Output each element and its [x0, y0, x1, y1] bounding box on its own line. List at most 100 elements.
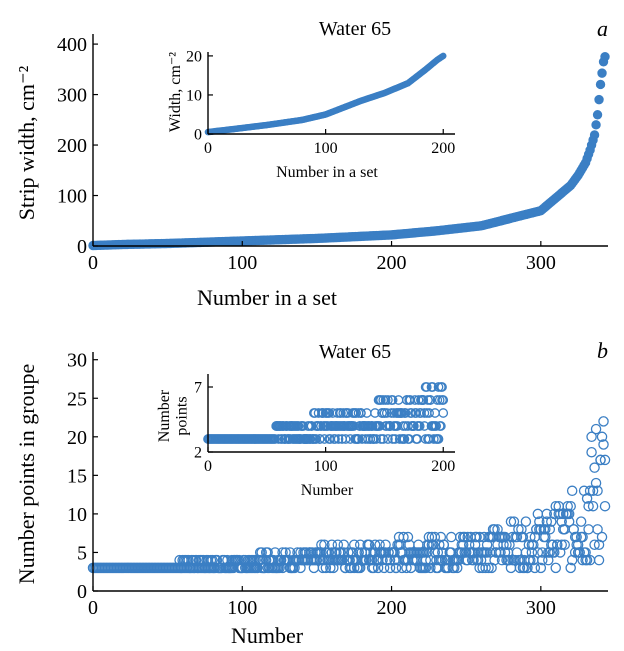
- panel-b-inset-point: [314, 434, 325, 444]
- panel-b-point: [532, 547, 544, 558]
- panel-b-point: [595, 454, 606, 466]
- panel-a-y-tick-label: 0: [77, 236, 87, 258]
- panel-b-point: [589, 539, 600, 550]
- panel-b-point: [446, 531, 457, 543]
- panel-b-inset-point: [356, 408, 366, 418]
- panel-b-inset-axes: 0 100 200 2 7: [194, 374, 455, 475]
- panel-a-x-tick-label: 100: [227, 252, 257, 274]
- panel-b-y-tick-label: 5: [77, 542, 87, 564]
- panel-b-point: [250, 554, 261, 566]
- panel-a-point: [589, 130, 600, 140]
- panel-b-x-tick-label: 100: [227, 597, 257, 619]
- panel-b-point: [483, 562, 494, 574]
- panel-a-inset-axes: 0 100 200 0 10 20: [186, 49, 455, 157]
- panel-b-point: [526, 547, 538, 558]
- panel-b-title: Water 65: [319, 341, 391, 363]
- panel-b-inset-point: [385, 421, 396, 431]
- panel-b-inset-point: [383, 395, 393, 405]
- panel-b-point: [563, 516, 575, 527]
- panel-b-inset-point: [437, 382, 447, 392]
- panel-b-point: [402, 531, 414, 543]
- panel-b-point: [535, 562, 547, 574]
- panel-b-inset-point: [306, 421, 317, 431]
- panel-b-inset-point: [330, 434, 340, 444]
- panel-b-point: [428, 539, 439, 550]
- panel-b-point: [540, 524, 551, 535]
- panel-b-point: [516, 524, 527, 535]
- panel-a-point: [594, 94, 604, 105]
- panel-b-point: [554, 547, 566, 558]
- panel-b-inset-x-axis-label: Number: [301, 482, 354, 499]
- panel-b-inset-point: [400, 408, 411, 418]
- panel-b-point: [429, 531, 441, 543]
- panel-b-point: [590, 423, 602, 435]
- panel-b-point: [517, 531, 529, 543]
- panel-b-y-tick-label: 0: [77, 581, 87, 603]
- panel-a-y-axis-label: Strip width, cm⁻²: [14, 65, 39, 220]
- panel-a-inset-x-axis-label: Number in a set: [276, 164, 378, 181]
- panel-b-x-tick-label: 0: [88, 597, 98, 619]
- panel-b-point: [505, 516, 517, 527]
- panel-b-point: [499, 531, 511, 543]
- panel-b-inset-y-axis-label: Numberpoints: [156, 389, 191, 442]
- panel-a-inset-x-tick-label: 200: [431, 140, 455, 157]
- panel-b-point: [398, 531, 409, 543]
- panel-b-inset-x-tick-label: 100: [314, 458, 338, 475]
- panel-b-inset: 0 100 200 2 7 Number Numberpoints: [156, 374, 455, 499]
- panel-b-point: [541, 508, 553, 520]
- panel-b-y-axis-label: Number points in groupe: [14, 364, 39, 585]
- panel-a-point: [600, 52, 610, 62]
- panel-b-y-tick-label: 15: [67, 465, 87, 487]
- panel-b-inset-point: [340, 434, 351, 444]
- panel-b-point: [343, 547, 354, 558]
- panel-b-point: [537, 554, 548, 566]
- panel-b-inset-point: [371, 434, 382, 444]
- panel-b-inset-point: [438, 408, 449, 418]
- panel-b-inset-point: [438, 395, 449, 405]
- panel-b-point: [401, 562, 412, 574]
- panel-b-point: [540, 531, 551, 543]
- panel-b-point: [489, 524, 500, 535]
- panel-b-x-axis-label: Number: [231, 623, 304, 648]
- panel-a-inset: 0 100 200 0 10 20 Number in a set Width, cm⁻²: [167, 49, 455, 181]
- panel-b-inset-point: [430, 408, 440, 418]
- panel-b-point: [589, 462, 600, 473]
- panel-b-point: [599, 500, 611, 512]
- panel-b-point: [429, 547, 441, 558]
- panel-a-inset-x-tick-label: 0: [204, 140, 212, 157]
- panel-b-point: [583, 524, 594, 535]
- panel-b-point: [363, 539, 375, 550]
- panel-b-inset-point: [403, 421, 413, 431]
- panel-a-inset-y-tick-label: 10: [186, 88, 202, 105]
- panel-b-point: [384, 562, 396, 574]
- panel-b-y-tick-label: 25: [67, 388, 87, 410]
- panel-b-inset-point: [370, 408, 380, 418]
- panel-a-inset-data-points: [204, 52, 447, 136]
- panel-b-point: [577, 531, 588, 543]
- panel-b-y-tick-label: 30: [67, 350, 87, 372]
- panel-b-point: [383, 547, 394, 558]
- panel-b-point: [586, 431, 597, 443]
- panel-b-point: [537, 547, 548, 558]
- panel-b-point: [580, 547, 591, 558]
- panel-b-point: [596, 531, 608, 543]
- panel-b-point: [489, 554, 500, 566]
- panel-b-point: [372, 562, 384, 574]
- panel-b-point: [511, 531, 523, 543]
- panel-b-point: [480, 562, 491, 574]
- panel-b-inset-x-tick-label: 0: [204, 458, 212, 475]
- panel-b-inset-point: [353, 434, 364, 444]
- panel-a-inset-point: [439, 52, 447, 60]
- panel-b-point: [581, 554, 593, 566]
- panel-b-inset-data-points: [203, 382, 449, 444]
- panel-a-point: [592, 110, 603, 120]
- panel-b-point: [565, 562, 576, 574]
- panel-b-point: [317, 562, 329, 574]
- panel-b-point: [425, 562, 436, 574]
- panel-b-inset-point: [333, 434, 344, 444]
- panel-b-point: [557, 508, 569, 520]
- panel-b-x-tick-label: 200: [377, 597, 407, 619]
- panel-b-point: [563, 508, 575, 520]
